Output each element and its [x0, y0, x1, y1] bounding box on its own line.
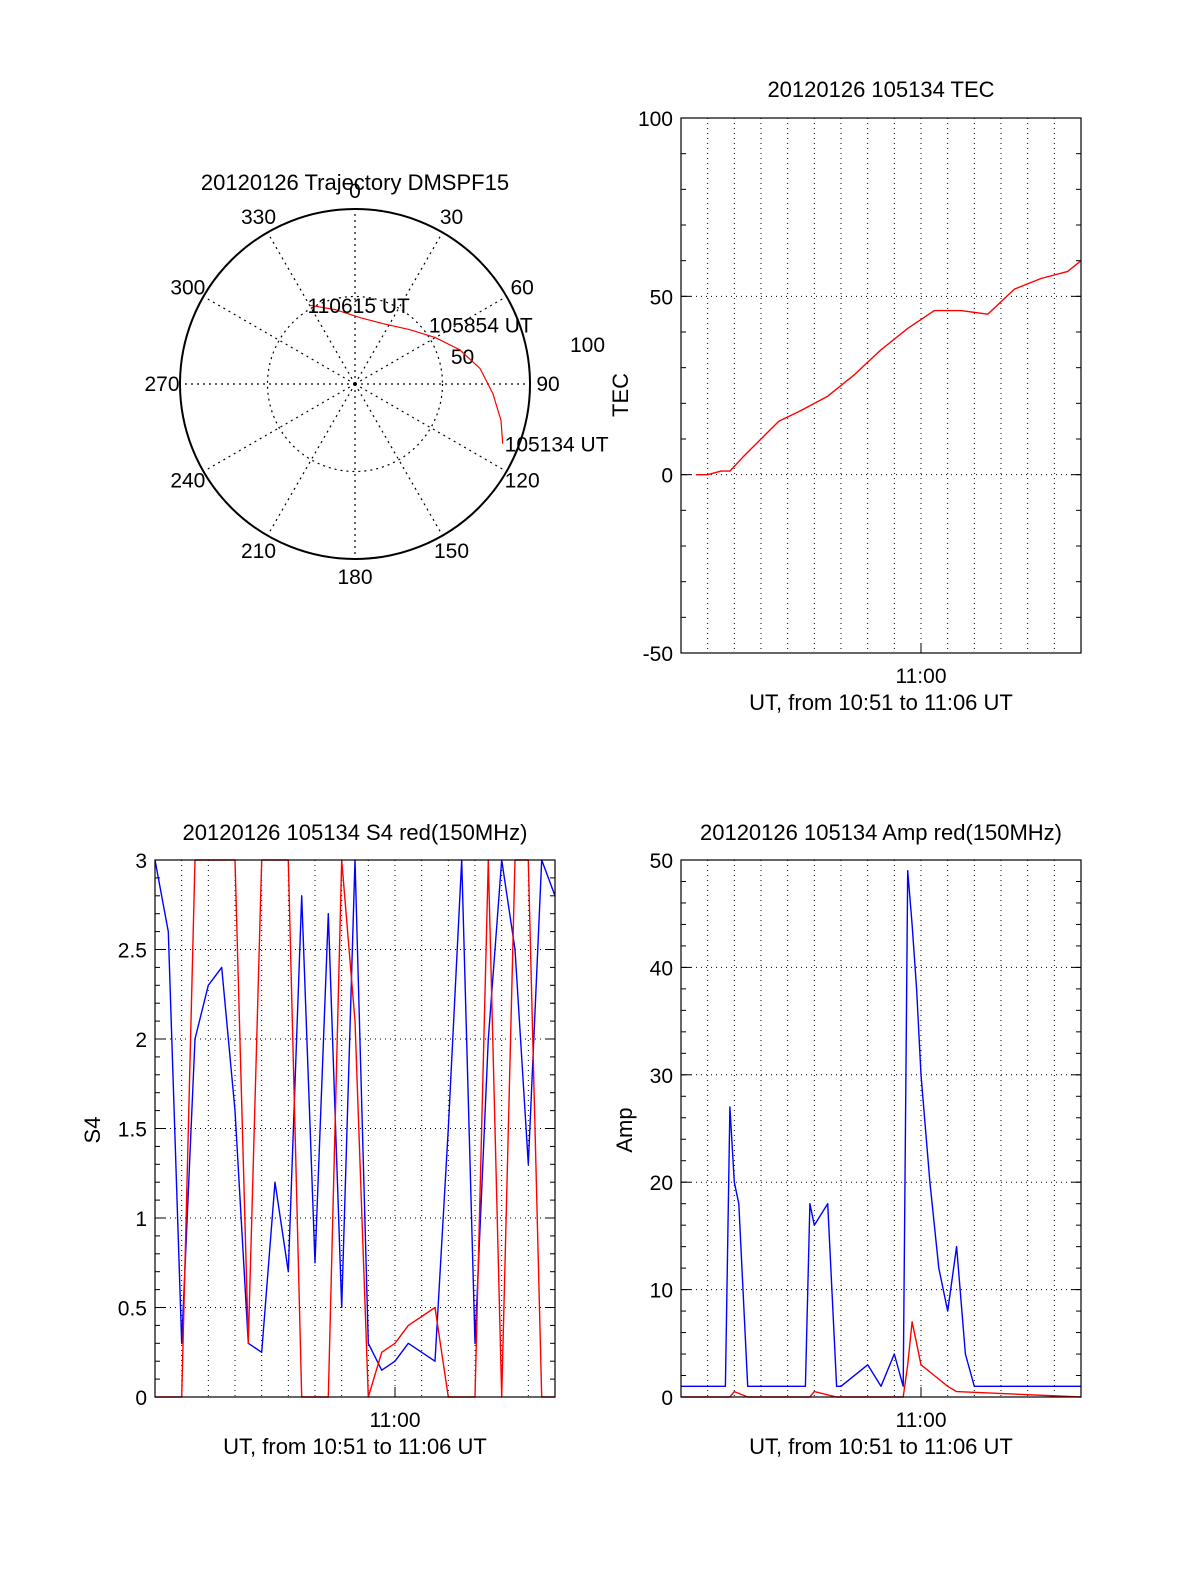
trajectory-line [309, 304, 504, 444]
trajectory-annotations: 110615 UT 105854 UT 105134 UT [308, 295, 609, 456]
s4-xlabel: UT, from 10:51 to 11:06 UT [223, 1434, 487, 1459]
polar-azimuth-label: 30 [440, 206, 463, 229]
y-tick-label: 20 [650, 1172, 673, 1195]
polar-azimuth-label: 330 [241, 206, 276, 229]
y-tick-label: 2 [135, 1029, 147, 1052]
polar-spoke-30 [354, 232, 444, 385]
y-tick-label: 40 [650, 957, 673, 980]
y-tick-label: 50 [650, 286, 673, 309]
polar-radial-labels: 50 100 [451, 334, 605, 369]
tec-title: 20120126 105134 TEC [767, 77, 994, 102]
polar-azimuth-label: 150 [434, 540, 469, 563]
amp-title: 20120126 105134 Amp red(150MHz) [700, 820, 1062, 845]
y-tick-label: 3 [135, 850, 147, 873]
plot-frame [154, 859, 556, 1398]
trajectory-panel: 20120126 Trajectory DMSPF15 0 30 60 90 120 15… [144, 170, 608, 589]
amp-ylabel: Amp [612, 1107, 637, 1152]
y-tick-label: 30 [650, 1065, 673, 1088]
y-tick-label: 1 [135, 1208, 147, 1231]
amp-panel: 20120126 105134 Amp red(150MHz) 0 10 20 30 4… [612, 820, 1082, 1459]
plot-frame [680, 859, 1082, 1398]
y-tick-label: 100 [638, 108, 673, 131]
tec-xlabel: UT, from 10:51 to 11:06 UT [749, 690, 1013, 715]
polar-spoke-240 [203, 383, 356, 473]
x-tick-label: 11:00 [896, 665, 947, 688]
s4-title: 20120126 105134 S4 red(150MHz) [183, 820, 528, 845]
amp-series-blue [681, 870, 1081, 1388]
polar-azimuth-label: 0 [349, 180, 361, 203]
trajectory-annotation: 110615 UT [308, 295, 411, 318]
y-tick-label: 0 [661, 465, 673, 488]
polar-azimuth-labels: 0 30 60 90 120 150 180 210 240 270 300 330 [144, 180, 559, 589]
y-tick-label: -50 [643, 643, 673, 666]
y-tick-label: 1.5 [118, 1119, 147, 1142]
polar-azimuth-label: 240 [170, 470, 205, 493]
y-tick-label: 2.5 [118, 940, 147, 963]
y-tick-label: 0.5 [118, 1298, 147, 1321]
polar-ring-50 [266, 295, 444, 473]
polar-radial-label: 50 [451, 346, 474, 369]
s4-plot-area: 0 0.5 1 1.5 2 2.5 3 11:00 [118, 850, 556, 1432]
trajectory-annotation: 105134 UT [505, 434, 609, 457]
polar-spoke-60 [354, 295, 507, 385]
s4-ylabel: S4 [80, 1117, 105, 1144]
tec-series-red [696, 260, 1082, 476]
polar-azimuth-label: 300 [170, 277, 205, 300]
tec-ylabel: TEC [608, 373, 633, 417]
trajectory-annotation: 105854 UT [429, 315, 533, 338]
tec-plot-area: -50 0 50 100 11:00 [638, 108, 1082, 688]
trajectory-series [309, 304, 504, 444]
amp-xlabel: UT, from 10:51 to 11:06 UT [749, 1434, 1013, 1459]
y-tick-label: 50 [650, 850, 673, 873]
y-tick-label: 0 [661, 1387, 673, 1410]
s4-panel: 20120126 105134 S4 red(150MHz) 0 0.5 1 1.5 2… [80, 820, 556, 1459]
polar-azimuth-label: 90 [536, 373, 559, 396]
polar-azimuth-label: 270 [144, 373, 179, 396]
polar-radial-label: 100 [570, 334, 605, 357]
x-tick-label: 11:00 [896, 1409, 947, 1432]
polar-azimuth-label: 210 [241, 540, 276, 563]
polar-spoke-120 [354, 383, 507, 473]
polar-spoke-300 [203, 295, 356, 385]
trajectory-title: 20120126 Trajectory DMSPF15 [201, 170, 509, 195]
y-tick-label: 10 [650, 1280, 673, 1303]
polar-spoke-330 [266, 232, 356, 385]
tec-panel: 20120126 105134 TEC -50 0 50 100 11:00 UT, f… [608, 77, 1082, 715]
polar-azimuth-label: 60 [510, 277, 533, 300]
amp-plot-area: 0 10 20 30 40 50 11:00 [650, 850, 1082, 1432]
plot-frame [680, 117, 1082, 654]
polar-grid [179, 208, 531, 560]
polar-spoke-150 [354, 383, 444, 536]
polar-azimuth-label: 120 [505, 470, 540, 493]
x-tick-label: 11:00 [370, 1409, 421, 1432]
polar-spoke-210 [266, 383, 356, 536]
y-tick-label: 0 [135, 1387, 147, 1410]
polar-azimuth-label: 180 [337, 566, 372, 589]
amp-series-red [681, 1321, 1082, 1398]
